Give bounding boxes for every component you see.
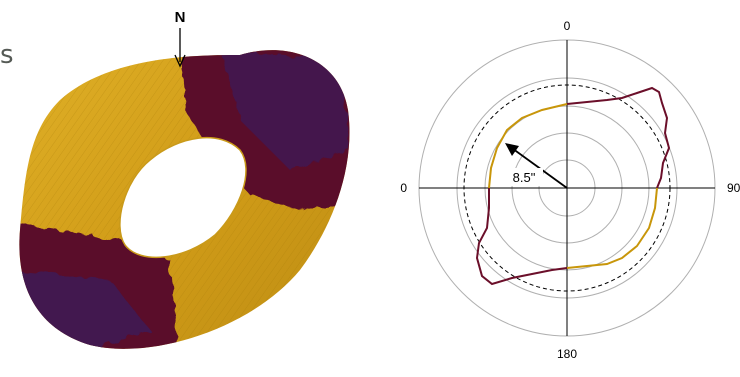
angle-label-bottom: 180 — [557, 347, 577, 361]
polar-plot: 8.5" 0 90 180 0 — [400, 19, 740, 361]
profile-trace-gold-se — [566, 187, 658, 269]
profile-trace-gold-nw — [488, 103, 568, 189]
cut-off-letter: s — [0, 40, 14, 70]
profile-trace-dark-sw — [475, 188, 568, 286]
radius-arrow-icon — [508, 145, 568, 189]
angle-label-right: 90 — [727, 181, 740, 195]
radius-label: 8.5" — [513, 170, 536, 185]
north-label: N — [175, 9, 186, 26]
ring-hole — [119, 137, 247, 258]
deformed-ring-surface-image: N — [19, 9, 350, 349]
angle-label-top: 0 — [564, 19, 571, 33]
profile-trace-dark-ne — [566, 86, 671, 189]
angle-label-left: 0 — [400, 181, 407, 195]
